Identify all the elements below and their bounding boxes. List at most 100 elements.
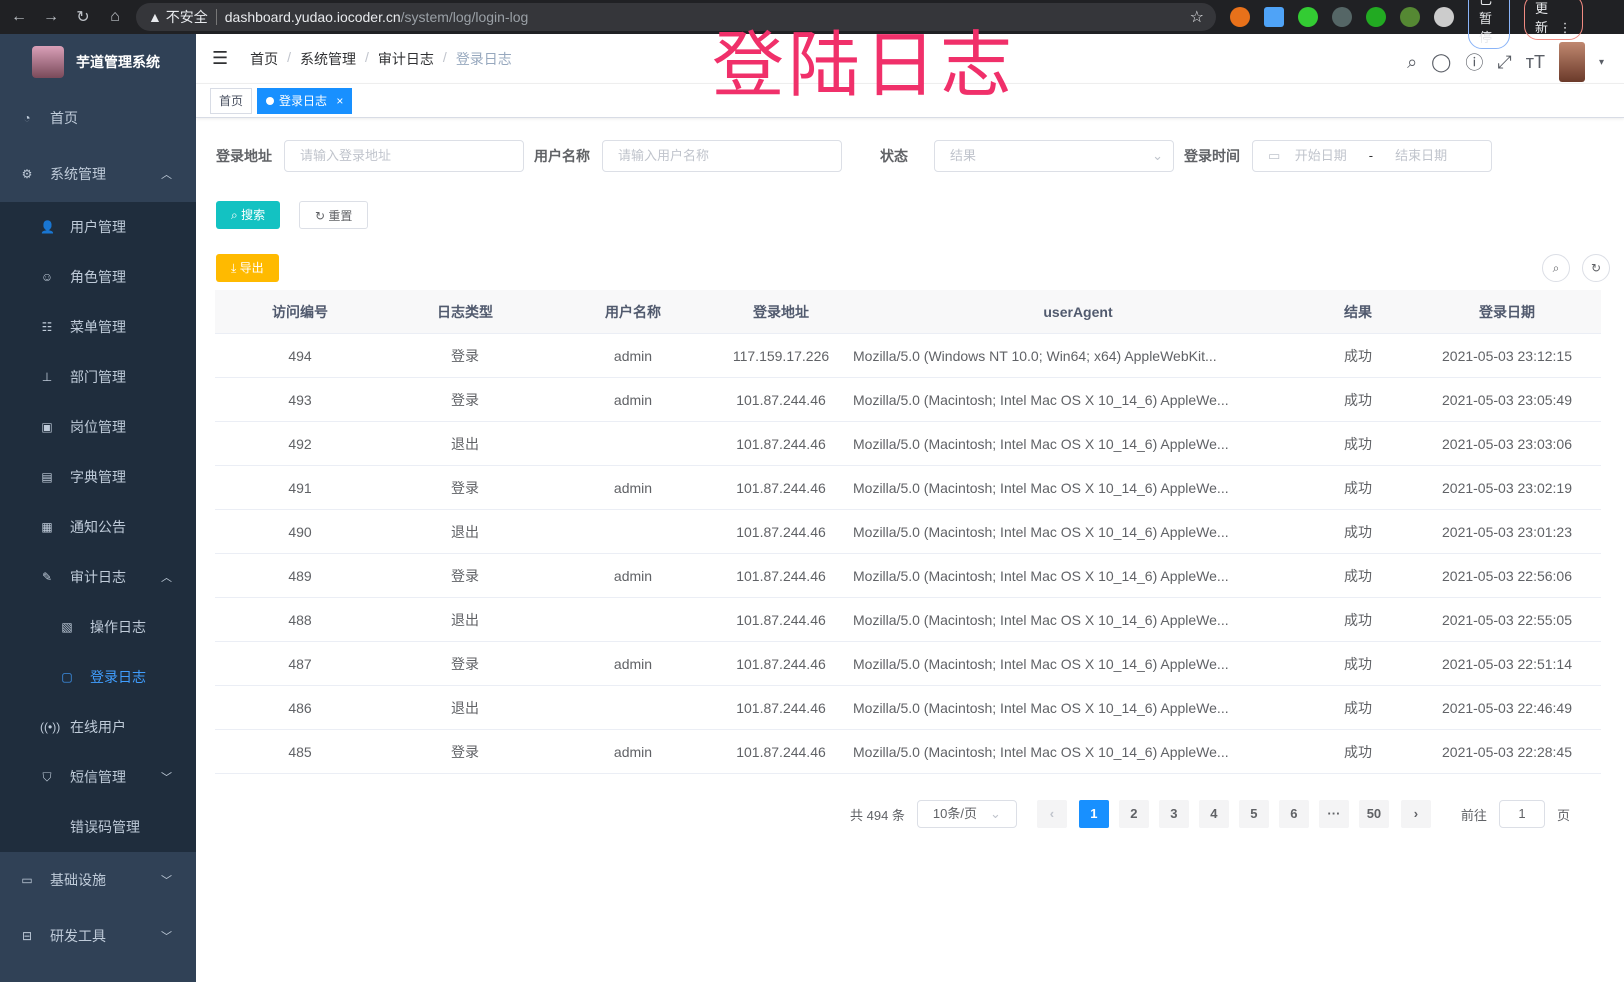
table-row[interactable]: 490 退出 101.87.244.46 Mozilla/5.0 (Macintosh… <box>215 510 1601 554</box>
page-button[interactable]: 4 <box>1198 800 1229 828</box>
sidebar-item[interactable]: ⊥ 部门管理 <box>0 352 196 402</box>
table-row[interactable]: 494 登录 admin 117.159.17.226 Mozilla/5.0 (Win… <box>215 334 1601 378</box>
reset-button[interactable]: ↻ 重置 <box>299 201 369 229</box>
chevron-up-icon: ︿ <box>161 572 172 584</box>
status-select[interactable]: 结果 ⌄ <box>934 140 1174 172</box>
table-row[interactable]: 486 退出 101.87.244.46 Mozilla/5.0 (Macintosh… <box>215 686 1601 730</box>
watermark-title: 登陆日志 <box>712 26 1017 106</box>
browser-toolbar: ← → ↻ ⌂ ▲ 不安全 dashboard.yudao.iocoder.cn… <box>0 0 1624 49</box>
form-icon: ▧ <box>61 620 73 634</box>
table-row[interactable]: 491 登录 admin 101.87.244.46 Mozilla/5.0 (Maci… <box>215 466 1601 510</box>
next-page-button[interactable]: › <box>1400 800 1431 828</box>
page-button[interactable]: 2 <box>1118 800 1149 828</box>
table-cell: admin <box>613 567 653 584</box>
sidebar-item-label: 操作日志 <box>90 619 146 635</box>
refresh-table-icon[interactable]: ↻ <box>1582 254 1610 282</box>
page-button[interactable]: 1 <box>1078 800 1109 828</box>
table-cell: admin <box>613 655 653 672</box>
post-icon: ▣ <box>41 420 53 434</box>
fullscreen-icon[interactable]: ⤢ <box>1497 51 1512 72</box>
table-row[interactable]: 492 退出 101.87.244.46 Mozilla/5.0 (Macintosh… <box>215 422 1601 466</box>
table-cell: Mozilla/5.0 (Windows NT 10.0; Win64; x64… <box>853 347 1217 364</box>
sidebar-item[interactable]: 👤 用户管理 <box>0 202 196 252</box>
table-row[interactable]: 487 登录 admin 101.87.244.46 Mozilla/5.0 (Maci… <box>215 642 1601 686</box>
avatar[interactable] <box>1558 42 1585 82</box>
tag-home[interactable]: 首页 <box>210 87 253 114</box>
table-cell: 登录 <box>451 347 479 364</box>
profile-button[interactable]: 已暂停 <box>1468 0 1510 49</box>
help-icon[interactable]: ⓘ <box>1465 53 1484 73</box>
sidebar-item[interactable]: ▧ 操作日志 <box>0 602 196 652</box>
app-logo[interactable]: 芋道管理系统 <box>0 34 196 90</box>
sidebar-item[interactable]: ✎ 审计日志 ︿ <box>0 552 196 602</box>
toggle-search-icon[interactable]: ⌕ <box>1542 254 1570 282</box>
table-row[interactable]: 493 登录 admin 101.87.244.46 Mozilla/5.0 (Maci… <box>215 378 1601 422</box>
update-button[interactable]: 更新 ⋮ <box>1524 0 1583 40</box>
extension-icon[interactable] <box>1366 7 1386 27</box>
font-size-icon[interactable]: ᴛT <box>1525 51 1545 72</box>
extension-icon[interactable] <box>1264 7 1284 27</box>
extension-icon[interactable] <box>1298 7 1318 27</box>
table-row[interactable]: 485 登录 admin 101.87.244.46 Mozilla/5.0 (Maci… <box>215 730 1601 774</box>
bookmark-star-icon[interactable]: ☆ <box>1189 9 1204 26</box>
search-icon[interactable]: ⌕ <box>1407 51 1418 72</box>
username-input[interactable]: 请输入用户名称 <box>602 140 842 172</box>
breadcrumb-item[interactable]: 系统管理 <box>300 50 357 67</box>
sidebar-item[interactable]: ▦ 通知公告 <box>0 502 196 552</box>
sidebar-item-label: 角色管理 <box>70 269 126 285</box>
sidebar-item[interactable]: ⚙ 系统管理 ︿ <box>0 146 196 202</box>
caret-down-icon[interactable]: ▾ <box>1598 56 1604 68</box>
sidebar-item[interactable]: ◔ 首页 <box>0 90 196 146</box>
login-address-input[interactable]: 请输入登录地址 <box>284 140 524 172</box>
back-icon[interactable]: ← <box>11 8 27 25</box>
sidebar-item[interactable]: ▣ 岗位管理 <box>0 402 196 452</box>
search-button[interactable]: ⌕ 搜索 <box>216 201 281 229</box>
extension-icon[interactable] <box>1230 7 1250 27</box>
sidebar-item[interactable]: ☷ 菜单管理 <box>0 302 196 352</box>
table-cell: 101.87.244.46 <box>736 699 826 716</box>
page-button[interactable]: 5 <box>1238 800 1269 828</box>
forward-icon[interactable]: → <box>43 8 59 25</box>
table-row[interactable]: 489 登录 admin 101.87.244.46 Mozilla/5.0 (Maci… <box>215 554 1601 598</box>
close-icon[interactable]: × <box>336 93 344 108</box>
chevron-up-icon: ︿ <box>161 169 172 181</box>
sidebar-item[interactable]: ⛉ 短信管理 ﹀ <box>0 752 196 802</box>
reload-icon[interactable]: ↻ <box>76 9 90 26</box>
table-row[interactable]: 488 退出 101.87.244.46 Mozilla/5.0 (Macintosh… <box>215 598 1601 642</box>
extension-icon[interactable] <box>1400 7 1420 27</box>
sidebar-item[interactable]: ▢ 登录日志 <box>0 652 196 702</box>
prev-page-button[interactable]: ‹ <box>1036 800 1067 828</box>
puzzle-icon[interactable] <box>1434 7 1454 27</box>
address-bar[interactable]: ▲ 不安全 dashboard.yudao.iocoder.cn/system/… <box>136 3 1216 31</box>
table-cell: 101.87.244.46 <box>736 479 826 496</box>
goto-page-input[interactable]: 1 <box>1498 800 1545 828</box>
page-size-select[interactable]: 10条/页 ⌄ <box>916 800 1017 828</box>
sidebar-item-label: 系统管理 <box>50 166 106 182</box>
tag-login-log[interactable]: 登录日志 × <box>257 87 353 114</box>
table-cell: 117.159.17.226 <box>732 347 830 364</box>
sidebar-item[interactable]: ▭ 基础设施 ﹀ <box>0 852 196 908</box>
sidebar-item[interactable]: ((•)) 在线用户 <box>0 702 196 752</box>
page-button[interactable]: 3 <box>1158 800 1189 828</box>
page-button[interactable]: 50 <box>1358 800 1389 828</box>
table-cell: 登录 <box>451 655 479 672</box>
column-header: 访问编号 <box>272 303 328 320</box>
date-range-picker[interactable]: ▭ 开始日期 - 结束日期 <box>1252 140 1492 172</box>
page-button[interactable]: ··· <box>1318 800 1349 828</box>
home-icon[interactable]: ⌂ <box>110 8 120 25</box>
github-icon[interactable]: ◯ <box>1431 51 1452 72</box>
logo-image <box>32 46 64 78</box>
breadcrumb-item[interactable]: 首页 <box>250 50 279 67</box>
breadcrumb-item[interactable]: 审计日志 <box>377 50 434 67</box>
sidebar-item[interactable]: ☺ 角色管理 <box>0 252 196 302</box>
table-cell: 2021-05-03 23:03:06 <box>1442 435 1572 452</box>
hamburger-icon[interactable]: ☰ <box>212 48 229 68</box>
table-cell: 成功 <box>1344 479 1372 496</box>
export-button[interactable]: ⤓ 导出 <box>216 254 279 282</box>
page-button[interactable]: 6 <box>1278 800 1309 828</box>
shield-icon: ⛉ <box>42 769 52 784</box>
sidebar-item[interactable]: ⊟ 研发工具 ﹀ <box>0 908 196 964</box>
sidebar-item[interactable]: ▤ 字典管理 <box>0 452 196 502</box>
sidebar-item[interactable]: 错误码管理 <box>0 802 196 852</box>
extension-icon[interactable] <box>1332 7 1352 27</box>
